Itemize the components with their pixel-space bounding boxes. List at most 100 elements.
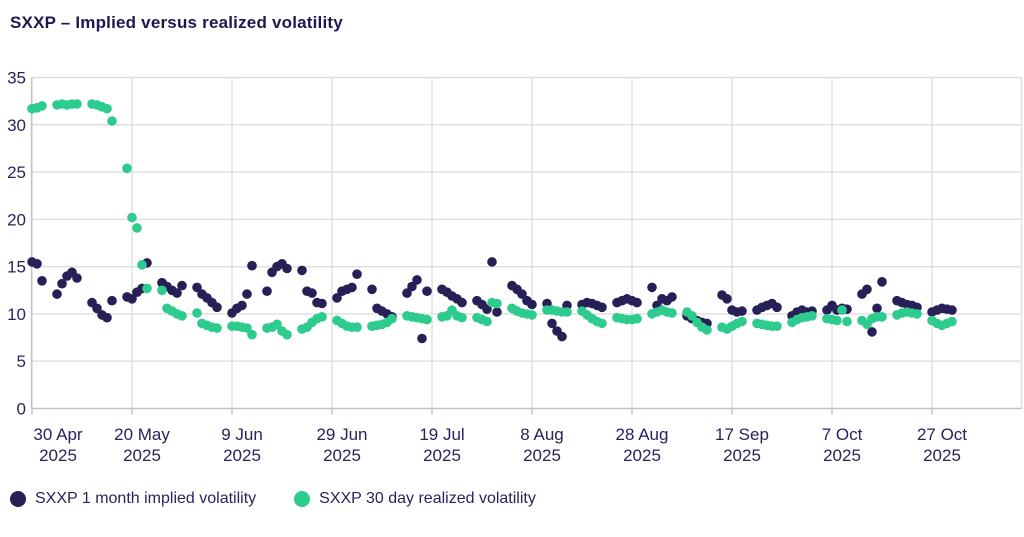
data-point (562, 307, 572, 317)
svg-text:2025: 2025 (423, 446, 461, 465)
data-point (702, 325, 712, 335)
data-point (482, 316, 492, 327)
x-axis-tick-labels: 30 Apr 2025 20 May 2025 9 Jun 2025 29 Jun 2025 1… (33, 425, 967, 465)
data-point (107, 295, 117, 306)
data-point (772, 302, 782, 313)
data-point (237, 300, 247, 311)
svg-text:17 Sep: 17 Sep (715, 425, 769, 444)
data-point (352, 269, 362, 280)
series-realized (27, 99, 957, 340)
svg-text:27 Oct: 27 Oct (917, 425, 967, 444)
data-point (172, 288, 182, 298)
svg-text:7 Oct: 7 Oct (822, 425, 863, 444)
data-point (417, 333, 427, 344)
data-point (122, 163, 132, 174)
data-point (317, 312, 327, 322)
data-point (387, 313, 397, 324)
data-point (597, 302, 607, 313)
data-point (157, 285, 167, 296)
y-axis-tick-labels: 0 5 10 15 20 25 30 35 (7, 69, 26, 419)
data-point (52, 289, 62, 299)
data-point (142, 283, 152, 294)
data-point (557, 331, 567, 342)
data-point (192, 282, 202, 293)
data-point (562, 300, 572, 311)
data-point (37, 101, 47, 111)
data-point (402, 288, 412, 298)
data-point (492, 298, 502, 309)
svg-text:20 May: 20 May (114, 425, 170, 444)
chart-title: SXXP – Implied versus realized volatilit… (10, 13, 343, 32)
data-point (177, 280, 187, 291)
svg-text:8 Aug: 8 Aug (520, 425, 564, 444)
data-point (547, 318, 557, 329)
data-point (912, 309, 922, 319)
svg-text:2025: 2025 (223, 446, 261, 465)
svg-text:35: 35 (7, 69, 26, 88)
data-point (57, 278, 67, 289)
svg-text:20: 20 (7, 210, 26, 229)
data-point (867, 327, 877, 337)
data-point (102, 312, 112, 323)
data-point (422, 286, 432, 297)
implied-series-dot-icon (10, 491, 26, 507)
data-point (877, 277, 887, 287)
data-point (32, 259, 42, 269)
data-point (332, 293, 342, 303)
data-point (722, 294, 732, 304)
data-point (177, 311, 187, 321)
svg-text:29 Jun: 29 Jun (316, 425, 367, 444)
data-point (667, 308, 677, 318)
svg-text:25: 25 (7, 163, 26, 182)
data-point (297, 265, 307, 276)
data-point (457, 297, 467, 308)
data-point (542, 298, 552, 309)
svg-text:2025: 2025 (123, 446, 161, 465)
data-point (862, 284, 872, 295)
data-point (272, 319, 282, 330)
data-point (517, 289, 527, 299)
data-point (407, 281, 417, 292)
data-point (597, 318, 607, 329)
data-point (282, 263, 292, 274)
data-point (457, 312, 467, 323)
svg-text:0: 0 (17, 400, 26, 419)
svg-text:28 Aug: 28 Aug (616, 425, 669, 444)
svg-text:2025: 2025 (923, 446, 961, 465)
data-point (282, 329, 292, 340)
data-point (527, 299, 537, 310)
data-point (772, 321, 782, 332)
data-point (872, 303, 882, 314)
svg-text:2025: 2025 (823, 446, 861, 465)
data-point (137, 260, 147, 270)
legend-item-realized: SXXP 30 day realized volatility (294, 490, 536, 508)
data-point (127, 212, 137, 223)
data-point (317, 298, 327, 309)
data-point (242, 323, 252, 333)
data-point (737, 306, 747, 316)
data-point (72, 273, 82, 283)
data-point (947, 305, 957, 315)
svg-text:2025: 2025 (523, 446, 561, 465)
data-point (632, 313, 642, 324)
data-point (422, 314, 432, 325)
data-point (72, 99, 82, 109)
legend-item-implied: SXXP 1 month implied volatility (10, 490, 256, 508)
data-point (412, 275, 422, 285)
data-point (687, 311, 697, 321)
svg-text:2025: 2025 (323, 446, 361, 465)
data-point (807, 311, 817, 321)
svg-text:30 Apr: 30 Apr (33, 425, 82, 444)
data-point (212, 323, 222, 333)
data-point (132, 223, 142, 233)
data-point (527, 310, 537, 320)
data-point (212, 302, 222, 313)
data-point (832, 315, 842, 326)
data-point (247, 260, 257, 271)
data-point (242, 289, 252, 299)
legend-label-realized: SXXP 30 day realized volatility (319, 490, 536, 507)
data-point (737, 316, 747, 327)
data-point (247, 329, 257, 340)
